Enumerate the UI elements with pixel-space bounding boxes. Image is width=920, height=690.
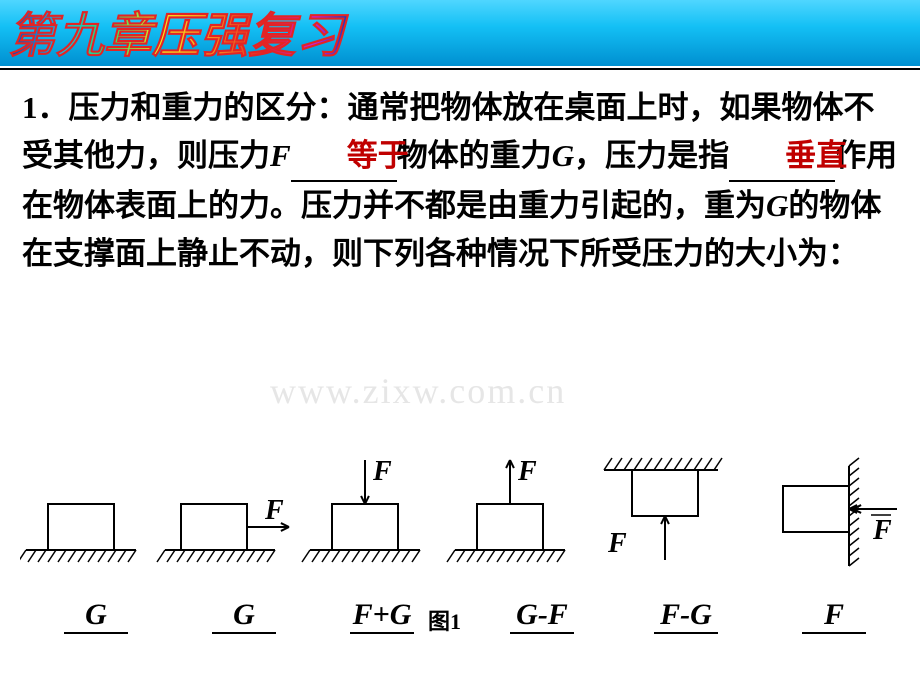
page-title-text: 第九章压强复习 [8, 10, 349, 63]
title-bar-bg: 第九章压强复习 [0, 0, 920, 68]
body-after1: 物体的重力 [397, 138, 552, 173]
svg-text:F: F [264, 495, 284, 526]
answer-cell-4: F-G [654, 598, 718, 634]
svg-text:F: F [872, 515, 892, 546]
body-line2a: ，压力是指 [574, 138, 729, 173]
figure-caption: 图1 [428, 604, 461, 636]
blank-2: 垂直 [729, 132, 835, 182]
figure-svg: F F F F F [20, 446, 900, 586]
var-G: G [552, 138, 574, 173]
svg-text:F: F [372, 456, 392, 487]
body-text: 1．压力和重力的区分：通常把物体放在桌面上时，如果物体不受其他力，则压力F等于物… [0, 70, 920, 278]
answer-cell-1: G [212, 598, 276, 634]
var-F: F [270, 138, 291, 173]
blank-1: 等于 [291, 132, 397, 182]
var-G2: G [766, 188, 788, 223]
blank-1-answer: 等于 [347, 138, 409, 173]
answer-cell-0: G [64, 598, 128, 634]
figure-row: F F F F F [20, 446, 900, 591]
title-bar: 第九章压强复习 [0, 0, 920, 68]
answer-cell-5: F [802, 598, 866, 634]
blank-2-answer: 垂直 [785, 138, 847, 173]
answer-cell-2: F+G [350, 598, 414, 634]
answer-cell-3: G-F [510, 598, 574, 634]
svg-text:F: F [607, 528, 627, 559]
svg-text:F: F [517, 456, 537, 487]
watermark: www.zixw.com.cn [270, 370, 566, 412]
